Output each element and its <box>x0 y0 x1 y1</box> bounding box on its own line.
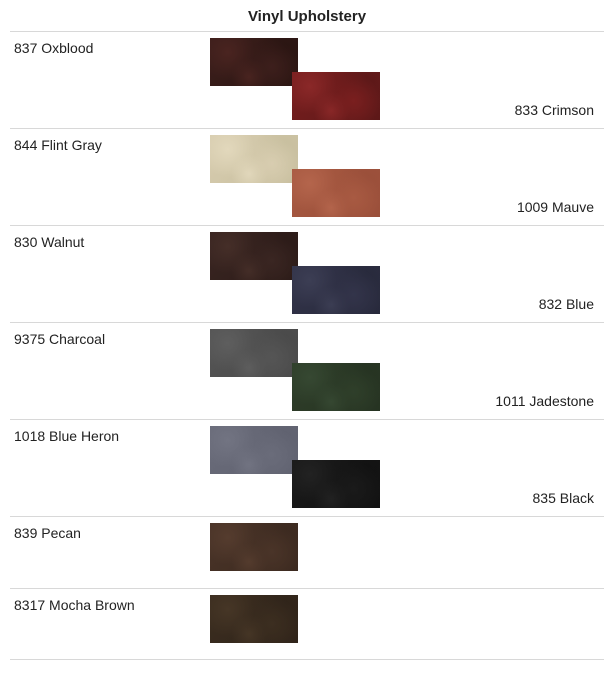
color-swatch <box>292 72 380 120</box>
swatch-label-right: 832 Blue <box>539 296 594 312</box>
color-swatch <box>292 266 380 314</box>
color-swatch <box>292 169 380 217</box>
swatch-label-left: 830 Walnut <box>10 232 210 250</box>
color-swatch <box>210 329 298 377</box>
swatch-label-left: 9375 Charcoal <box>10 329 210 347</box>
color-swatch <box>210 426 298 474</box>
swatch-group <box>210 426 410 510</box>
color-swatch <box>210 523 298 571</box>
swatch-label-left: 8317 Mocha Brown <box>10 595 210 613</box>
swatch-group <box>210 523 410 581</box>
swatch-label-left: 839 Pecan <box>10 523 210 541</box>
swatch-row: 8317 Mocha Brown <box>10 588 604 660</box>
swatch-label-right: 835 Black <box>533 490 594 506</box>
color-swatch <box>210 38 298 86</box>
swatch-label-right: 833 Crimson <box>515 102 594 118</box>
swatch-label-right: 1009 Mauve <box>517 199 594 215</box>
swatch-label-left: 837 Oxblood <box>10 38 210 56</box>
swatch-group <box>210 38 410 122</box>
color-swatch <box>210 232 298 280</box>
swatch-table: 837 Oxblood 833 Crimson 844 Flint Gray 1009… <box>10 31 604 660</box>
page-title: Vinyl Upholstery <box>10 8 604 25</box>
swatch-group <box>210 135 410 219</box>
swatch-row: 837 Oxblood 833 Crimson <box>10 31 604 128</box>
color-swatch <box>210 595 298 643</box>
color-swatch <box>292 363 380 411</box>
color-swatch <box>292 460 380 508</box>
swatch-group <box>210 595 410 653</box>
color-swatch <box>210 135 298 183</box>
swatch-row: 830 Walnut 832 Blue <box>10 225 604 322</box>
swatch-group <box>210 329 410 413</box>
swatch-row: 1018 Blue Heron 835 Black <box>10 419 604 516</box>
swatch-row: 9375 Charcoal 1011 Jadestone <box>10 322 604 419</box>
swatch-row: 844 Flint Gray 1009 Mauve <box>10 128 604 225</box>
swatch-label-left: 844 Flint Gray <box>10 135 210 153</box>
swatch-row: 839 Pecan <box>10 516 604 588</box>
swatch-label-right: 1011 Jadestone <box>495 393 594 409</box>
swatch-group <box>210 232 410 316</box>
swatch-label-left: 1018 Blue Heron <box>10 426 210 444</box>
